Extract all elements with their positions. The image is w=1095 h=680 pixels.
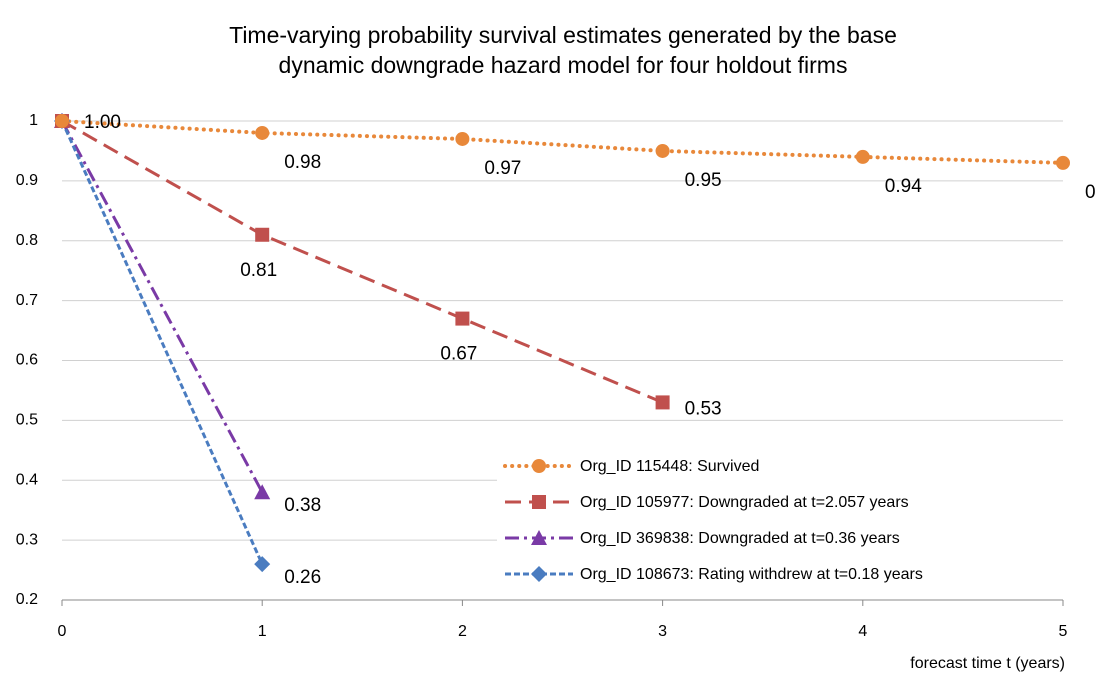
legend-label: Org_ID 105977: Downgraded at t=2.057 yea… [580,494,909,511]
legend: Org_ID 115448: Survived Org_ID 105977: Do… [497,450,1063,596]
x-tick-label: 4 [858,623,867,640]
chart-title: Time-varying probability survival estima… [229,22,897,78]
data-label: 0.97 [484,158,521,179]
x-tick-label: 2 [458,623,467,640]
series-line [60,120,264,565]
data-point [1056,155,1070,170]
data-point [655,143,670,158]
y-tick-label: 0.8 [16,232,38,249]
legend-marker [531,530,547,545]
x-tick-label: 3 [658,623,667,640]
data-point [254,556,271,573]
data-label: 0.95 [685,170,722,191]
data-point [255,125,270,140]
x-tick-label: 5 [1059,623,1068,640]
data-label: 0.38 [284,495,321,516]
data-point [855,149,870,164]
series-line [61,119,664,404]
series-line [60,120,264,493]
data-point [655,395,670,410]
data-label: 1.00 [84,112,121,133]
x-axis-label: forecast time t (years) [910,655,1065,672]
data-point [55,114,69,128]
legend-marker [532,495,546,509]
data-label: 0.94 [885,176,922,197]
legend-box [497,450,1063,596]
legend-marker [531,566,547,582]
data-point [255,227,270,242]
data-label: 0.53 [685,398,722,419]
x-tick-label: 1 [258,623,267,640]
data-label: 0.67 [440,344,477,365]
y-tick-label: 0.7 [16,292,38,309]
y-tick-label: 0.2 [16,591,38,608]
data-label: 0.81 [240,260,277,281]
x-tick-label: 0 [58,623,67,640]
data-label: 0.98 [284,152,321,173]
data-label: 0.93 [1085,182,1095,203]
legend-marker [532,459,546,473]
legend-label: Org_ID 369838: Downgraded at t=0.36 year… [580,530,900,547]
legend-label: Org_ID 115448: Survived [580,458,759,475]
y-tick-label: 0.9 [16,172,38,189]
y-tick-label: 0.4 [16,471,38,488]
y-tick-label: 0.3 [16,531,38,548]
data-point [455,131,470,146]
series-line [60,119,1065,165]
data-label: 0.26 [284,567,321,588]
legend-label: Org_ID 108673: Rating withdrew at t=0.18… [580,566,923,583]
y-tick-label: 0.6 [16,352,38,369]
y-tick-label: 1 [29,112,38,129]
data-point [455,311,470,326]
data-point [254,484,271,500]
y-tick-label: 0.5 [16,412,38,429]
